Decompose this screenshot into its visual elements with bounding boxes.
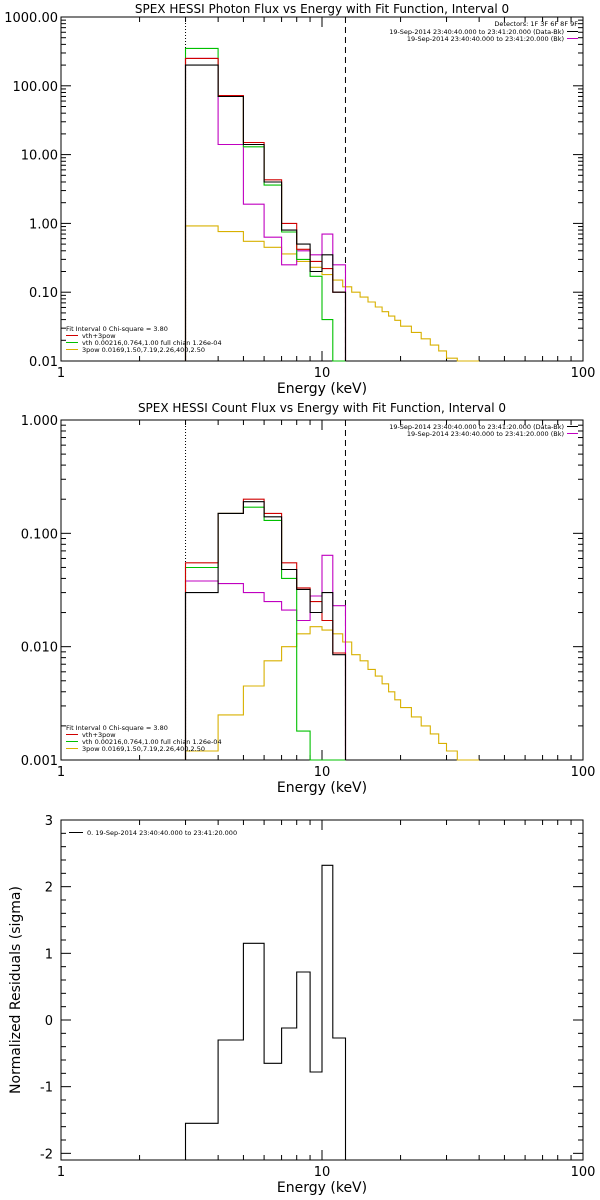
y-tick-label: 1.000 [21, 414, 58, 429]
y-tick-label: 1000.00 [4, 11, 58, 26]
y-tick-label: 1 [45, 947, 53, 962]
x-tick-label: 100 [571, 765, 596, 780]
y-tick-label: 0.010 [21, 641, 58, 656]
legend-bottom: Fit Interval 0 Chi-square = 3.80vth+3pow… [66, 724, 222, 753]
y-tick-label: 3 [45, 814, 53, 829]
y-tick-label: 0.001 [21, 754, 58, 769]
y-tick-label: 2 [45, 881, 53, 896]
y-tick-label: 10.00 [21, 149, 58, 164]
count-flux-panel: SPEX HESSI Count Flux vs Energy with Fit… [21, 401, 596, 796]
legend-header: Detectors: 1F 3F 6F 8F 9F [494, 20, 578, 28]
legend-entry-text: 19-Sep-2014 23:40:40.000 to 23:41:20.000… [407, 430, 564, 438]
legend: 0. 19-Sep-2014 23:40:40.000 to 23:41:20.… [69, 829, 237, 837]
series-vth [184, 47, 346, 362]
y-tick-label: 0.10 [29, 286, 58, 301]
x-axis-ticks [139, 820, 572, 1160]
fit-interval-header: Fit Interval 0 Chi-square = 3.80 [66, 724, 168, 732]
x-axis-label: Energy (keV) [277, 381, 367, 397]
x-tick-label: 10 [314, 765, 331, 780]
legend-entry-text: vth+3pow [82, 731, 116, 739]
series-data-bk [184, 501, 347, 760]
legend-entry-text: 3pow 0.0169,1.50,7.19,2.26,400,2.50 [82, 745, 205, 753]
y-axis-ticks [61, 424, 583, 727]
y-tick-label: 1.00 [29, 217, 58, 232]
y-tick-label: 0.01 [29, 355, 58, 370]
x-tick-label: 1 [57, 765, 65, 780]
x-tick-label: 10 [314, 1165, 331, 1180]
chart-title: SPEX HESSI Count Flux vs Energy with Fit… [138, 401, 506, 415]
y-tick-label: 0.100 [21, 527, 58, 542]
legend-entry-text: vth 0.00216,0.764,1.00 full chian 1.26e-… [82, 339, 222, 347]
x-tick-label: 100 [571, 366, 596, 381]
legend-entry-text: 19-Sep-2014 23:40:40.000 to 23:41:20.000… [389, 28, 564, 36]
x-tick-label: 10 [314, 366, 331, 381]
y-tick-label: -1 [40, 1081, 53, 1096]
series-3pow [184, 626, 480, 761]
legend-top: 19-Sep-2014 23:40:40.000 to 23:41:20.000… [389, 423, 578, 438]
series-vth-3pow [184, 57, 347, 361]
y-tick-label: 100.00 [13, 80, 59, 95]
fit-interval-header: Fit Interval 0 Chi-square = 3.80 [66, 325, 168, 333]
y-axis-label: Normalized Residuals (sigma) [8, 886, 24, 1094]
y-axis-ticks [61, 819, 583, 1154]
y-tick-label: 0 [45, 1014, 53, 1029]
series-bk [184, 57, 347, 361]
legend-entry-text: vth 0.00216,0.764,1.00 full chian 1.26e-… [82, 738, 222, 746]
series-bk [184, 554, 347, 760]
y-tick-label: -2 [40, 1147, 53, 1162]
legend-entry-text: 3pow 0.0169,1.50,7.19,2.26,400,2.50 [82, 346, 205, 354]
legend-bottom: Fit Interval 0 Chi-square = 3.80vth+3pow… [66, 325, 222, 354]
photon-flux-panel: SPEX HESSI Photon Flux vs Energy with Fi… [4, 2, 595, 397]
series-vth [184, 506, 346, 761]
legend-entry-text: vth+3pow [82, 332, 116, 340]
chart-title: SPEX HESSI Photon Flux vs Energy with Fi… [135, 2, 509, 16]
legend-entry-text: 19-Sep-2014 23:40:40.000 to 23:41:20.000… [407, 35, 564, 43]
legend-entry-text: 0. 19-Sep-2014 23:40:40.000 to 23:41:20.… [87, 829, 237, 837]
residuals-panel: 1 10 100 Energy (keV) -2 -1 0 1 2 3 Normalized Res… [8, 814, 595, 1196]
y-axis-ticks [61, 19, 583, 341]
series-0-19-sep-2014-23-40-40-000-to-23-41-20-000 [184, 864, 347, 1160]
series-data-bk [184, 64, 347, 361]
x-tick-label: 100 [571, 1165, 596, 1180]
legend-entry-text: 19-Sep-2014 23:40:40.000 to 23:41:20.000… [389, 423, 564, 431]
x-tick-label: 1 [57, 366, 65, 381]
x-axis-ticks [139, 17, 572, 361]
x-axis-label: Energy (keV) [277, 1180, 367, 1196]
x-axis-label: Energy (keV) [277, 780, 367, 796]
x-axis-ticks [139, 420, 572, 760]
x-tick-label: 1 [57, 1165, 65, 1180]
